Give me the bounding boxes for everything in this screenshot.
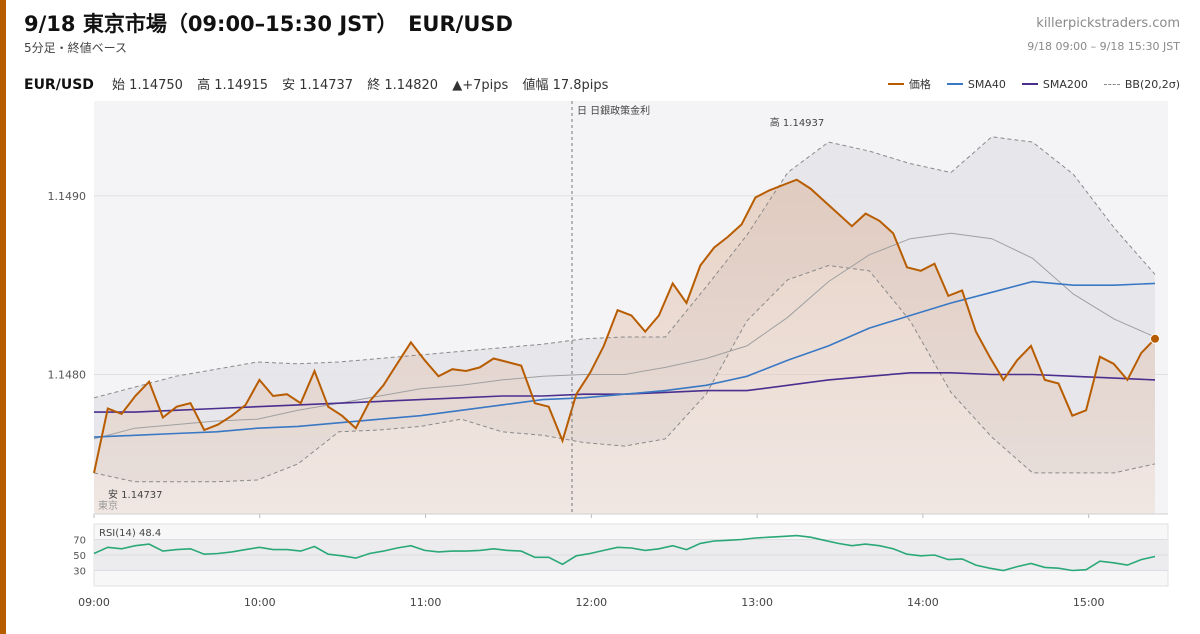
- stat-low: 安 1.14737: [282, 78, 354, 93]
- x-tick-label: 12:00: [575, 596, 607, 609]
- y-tick-label: 1.1490: [48, 190, 87, 203]
- legend-label-price: 価格: [908, 78, 931, 91]
- legend-swatch-sma40: [946, 83, 963, 85]
- rsi-tick-label: 70: [73, 536, 86, 547]
- chart-legend: 価格 SMA40 SMA200 BB(20,2σ): [887, 76, 1180, 92]
- stat-open: 始 1.14750: [112, 78, 183, 93]
- low-label: 安 1.14737: [108, 488, 163, 501]
- x-tick-label: 09:00: [78, 596, 110, 609]
- x-tick-label: 11:00: [410, 596, 442, 609]
- price-line: [93, 178, 1156, 474]
- legend-label-bb: BB(20,2σ): [1124, 77, 1180, 91]
- rsi-tick-label: 50: [73, 551, 86, 562]
- bb-upper-line: [93, 136, 1156, 399]
- x-tick-label: 10:00: [244, 596, 276, 609]
- y-tick-label: 1.1480: [48, 369, 87, 382]
- stat-change: ▲+7pips: [452, 78, 509, 93]
- page-title: 9/18 東京市場（09:00–15:30 JST） EUR/USD: [24, 12, 513, 36]
- stat-range: 値幅 17.8pips: [522, 78, 609, 93]
- rsi-tick-label: 30: [73, 567, 86, 578]
- bb-lower-line: [93, 264, 1156, 483]
- x-tick-label: 15:00: [1073, 596, 1105, 609]
- event-label: 日 日銀政策金利: [577, 104, 650, 117]
- stat-close: 終 1.14820: [367, 78, 439, 93]
- legend-swatch-bb: [1103, 83, 1120, 85]
- stat-high: 高 1.14915: [197, 78, 268, 93]
- sma40-line: [93, 280, 1156, 438]
- legend-label-sma200: SMA200: [1042, 77, 1088, 91]
- legend-swatch-sma200: [1021, 83, 1038, 85]
- high-label: 高 1.14937: [770, 116, 825, 129]
- legend-item-price[interactable]: 価格: [887, 76, 931, 92]
- session-label: 東京: [98, 499, 118, 512]
- last-price-marker: [1150, 333, 1160, 344]
- legend-swatch-price: [887, 83, 904, 85]
- legend-item-sma40[interactable]: SMA40: [946, 77, 1006, 91]
- bb-band-fill: [94, 136, 1155, 482]
- page-subtitle: 5分足・終値ベース: [24, 41, 128, 55]
- accent-bar: [0, 0, 6, 634]
- x-tick-label: 14:00: [907, 596, 939, 609]
- symbol-label: EUR/USD: [24, 77, 94, 93]
- rsi-line: [93, 534, 1156, 572]
- ohlc-stats: EUR/USD 始 1.14750 高 1.14915 安 1.14737 終 …: [24, 74, 618, 93]
- time-range: 9/18 09:00 – 9/18 15:30 JST: [1027, 40, 1180, 53]
- bb-mid-line: [93, 232, 1156, 440]
- legend-item-sma200[interactable]: SMA200: [1021, 77, 1088, 91]
- rsi-label: RSI(14) 48.4: [99, 528, 161, 539]
- legend-item-bb[interactable]: BB(20,2σ): [1103, 77, 1180, 91]
- legend-label-sma40: SMA40: [967, 77, 1006, 91]
- x-tick-label: 13:00: [741, 596, 773, 609]
- site-link[interactable]: killerpickstraders.com: [1036, 16, 1180, 31]
